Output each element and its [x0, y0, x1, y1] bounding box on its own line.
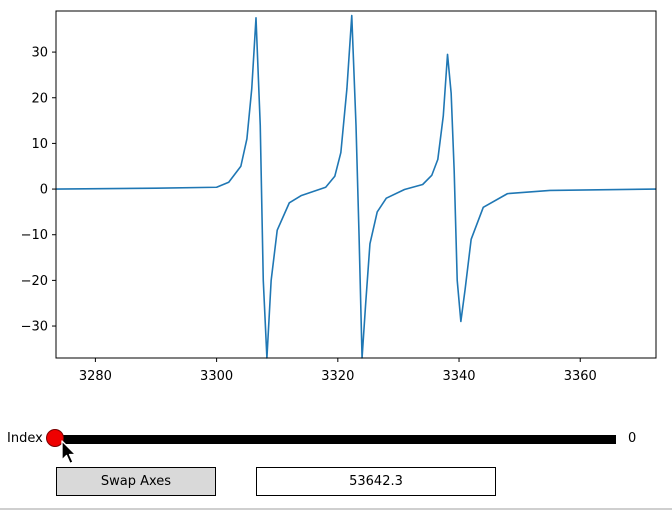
y-tick-label: 0	[40, 183, 48, 198]
window-bottom-border	[0, 508, 672, 510]
spectrum-plot: 3280 3300 3320 3340 3360 −30 −20 −10 0 10 20 30	[21, 10, 657, 384]
slider-label: Index	[7, 431, 43, 446]
y-tick-label: 10	[31, 137, 48, 152]
x-tick-label: 3360	[564, 369, 597, 384]
plot-canvas: 3280 3300 3320 3340 3360 −30 −20 −10 0 10 20 30	[21, 10, 657, 384]
x-tick-label: 3300	[200, 369, 233, 384]
x-tick-label: 3320	[321, 369, 354, 384]
y-tick-label: −20	[21, 274, 48, 289]
y-tick-label: 20	[31, 91, 48, 106]
slider-value: 0	[628, 431, 637, 446]
x-tick-label: 3280	[79, 369, 112, 384]
mouse-pointer-icon	[61, 440, 77, 465]
series-line	[55, 14, 657, 359]
y-tick-label: −30	[21, 320, 48, 335]
axes-frame	[55, 10, 657, 359]
y-tick-label: 30	[31, 46, 48, 61]
y-tick-label: −10	[21, 228, 48, 243]
swap-axes-button[interactable]: Swap Axes	[56, 467, 216, 496]
value-textbox[interactable]	[256, 467, 496, 496]
index-slider-track[interactable]	[56, 435, 616, 444]
index-slider-handle[interactable]	[46, 429, 64, 447]
x-tick-label: 3340	[442, 369, 475, 384]
